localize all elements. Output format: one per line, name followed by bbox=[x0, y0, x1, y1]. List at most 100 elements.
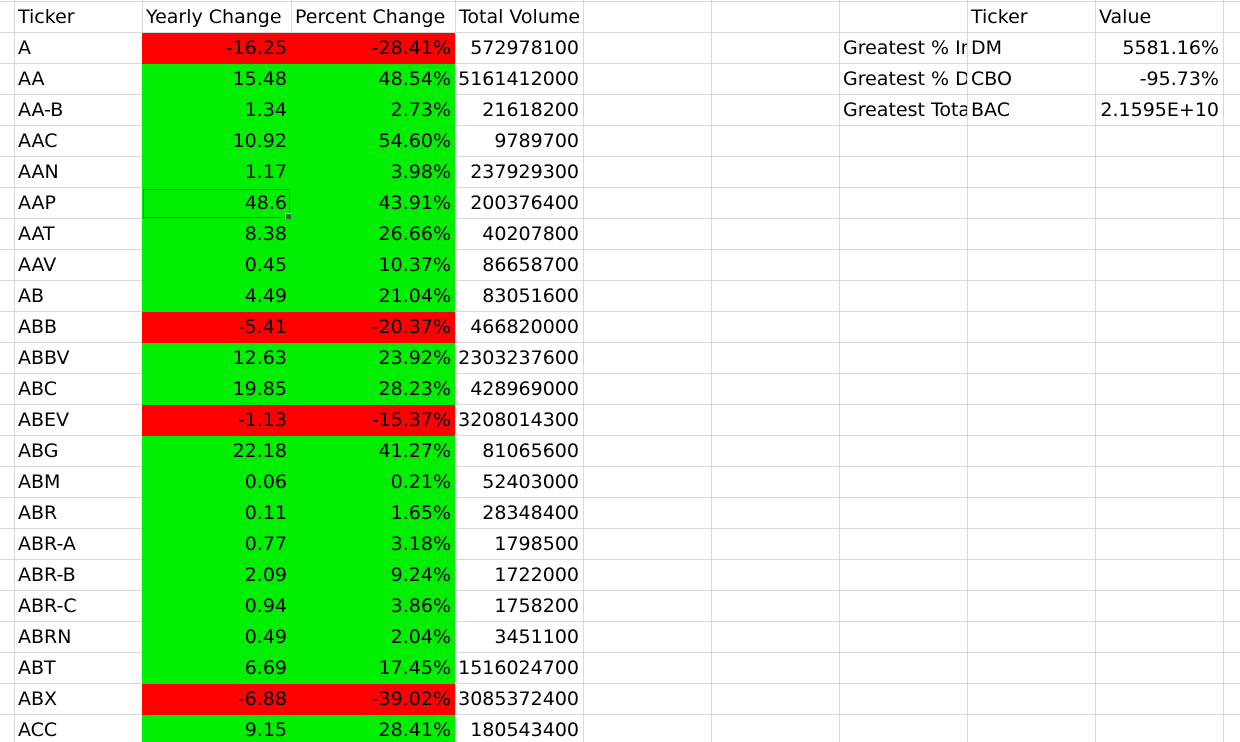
summary-value-cell[interactable]: 5581.16% bbox=[1122, 37, 1219, 59]
percent-change-cell[interactable]: 28.23% bbox=[291, 374, 455, 405]
summary-header-value[interactable]: Value bbox=[1099, 6, 1152, 28]
header-percent-change[interactable]: Percent Change bbox=[295, 6, 446, 28]
ticker-cell[interactable]: ABBV bbox=[18, 347, 70, 369]
percent-change-cell[interactable]: 2.73% bbox=[291, 95, 455, 126]
ticker-cell[interactable]: AAN bbox=[18, 161, 59, 183]
percent-change-cell[interactable]: 3.98% bbox=[291, 157, 455, 188]
total-volume-cell[interactable]: 237929300 bbox=[470, 161, 579, 183]
total-volume-cell[interactable]: 3085372400 bbox=[458, 688, 579, 710]
ticker-cell[interactable]: AB bbox=[18, 285, 45, 307]
summary-ticker-cell[interactable]: DM bbox=[971, 37, 1003, 59]
ticker-cell[interactable]: ABX bbox=[18, 688, 58, 710]
yearly-change-cell[interactable]: -5.41 bbox=[142, 312, 291, 343]
summary-ticker-cell[interactable]: BAC bbox=[971, 99, 1010, 121]
yearly-change-cell[interactable]: 0.49 bbox=[142, 622, 291, 653]
percent-change-cell[interactable]: 28.41% bbox=[291, 715, 455, 742]
total-volume-cell[interactable]: 3208014300 bbox=[458, 409, 579, 431]
summary-label-cell[interactable]: Greatest % Decrease bbox=[843, 68, 967, 90]
yearly-change-cell[interactable]: 48.6 bbox=[142, 188, 291, 219]
header-yearly-change[interactable]: Yearly Change bbox=[146, 6, 282, 28]
ticker-cell[interactable]: AA-B bbox=[18, 99, 64, 121]
percent-change-cell[interactable]: 9.24% bbox=[291, 560, 455, 591]
percent-change-cell[interactable]: 54.60% bbox=[291, 126, 455, 157]
ticker-cell[interactable]: A bbox=[18, 37, 31, 59]
percent-change-cell[interactable]: 43.91% bbox=[291, 188, 455, 219]
ticker-cell[interactable]: ABG bbox=[18, 440, 59, 462]
summary-label-cell[interactable]: Greatest Total Volume bbox=[843, 99, 967, 121]
percent-change-cell[interactable]: 41.27% bbox=[291, 436, 455, 467]
total-volume-cell[interactable]: 428969000 bbox=[470, 378, 579, 400]
percent-change-cell[interactable]: 10.37% bbox=[291, 250, 455, 281]
ticker-cell[interactable]: ABM bbox=[18, 471, 61, 493]
total-volume-cell[interactable]: 1758200 bbox=[494, 595, 579, 617]
total-volume-cell[interactable]: 52403000 bbox=[482, 471, 579, 493]
yearly-change-cell[interactable]: 1.34 bbox=[142, 95, 291, 126]
total-volume-cell[interactable]: 9789700 bbox=[494, 130, 579, 152]
yearly-change-cell[interactable]: 4.49 bbox=[142, 281, 291, 312]
total-volume-cell[interactable]: 180543400 bbox=[470, 719, 579, 741]
total-volume-cell[interactable]: 81065600 bbox=[482, 440, 579, 462]
percent-change-cell[interactable]: 0.21% bbox=[291, 467, 455, 498]
total-volume-cell[interactable]: 1722000 bbox=[494, 564, 579, 586]
yearly-change-cell[interactable]: 1.17 bbox=[142, 157, 291, 188]
yearly-change-cell[interactable]: 8.38 bbox=[142, 219, 291, 250]
percent-change-cell[interactable]: -39.02% bbox=[291, 684, 455, 715]
total-volume-cell[interactable]: 83051600 bbox=[482, 285, 579, 307]
ticker-cell[interactable]: ACC bbox=[18, 719, 58, 741]
ticker-cell[interactable]: ABRN bbox=[18, 626, 72, 648]
total-volume-cell[interactable]: 2303237600 bbox=[458, 347, 579, 369]
yearly-change-cell[interactable]: 0.11 bbox=[142, 498, 291, 529]
percent-change-cell[interactable]: 26.66% bbox=[291, 219, 455, 250]
ticker-cell[interactable]: AAP bbox=[18, 192, 56, 214]
percent-change-cell[interactable]: 48.54% bbox=[291, 64, 455, 95]
summary-ticker-cell[interactable]: CBO bbox=[971, 68, 1012, 90]
header-total-volume[interactable]: Total Volume bbox=[459, 6, 581, 28]
yearly-change-cell[interactable]: 9.15 bbox=[142, 715, 291, 742]
ticker-cell[interactable]: ABR-A bbox=[18, 533, 76, 555]
ticker-cell[interactable]: AAT bbox=[18, 223, 55, 245]
percent-change-cell[interactable]: 3.18% bbox=[291, 529, 455, 560]
percent-change-cell[interactable]: 1.65% bbox=[291, 498, 455, 529]
percent-change-cell[interactable]: 3.86% bbox=[291, 591, 455, 622]
yearly-change-cell[interactable]: 15.48 bbox=[142, 64, 291, 95]
ticker-cell[interactable]: AA bbox=[18, 68, 45, 90]
total-volume-cell[interactable]: 86658700 bbox=[482, 254, 579, 276]
yearly-change-cell[interactable]: 12.63 bbox=[142, 343, 291, 374]
yearly-change-cell[interactable]: 19.85 bbox=[142, 374, 291, 405]
summary-label-cell[interactable]: Greatest % Increase bbox=[843, 37, 967, 59]
yearly-change-cell[interactable]: -16.25 bbox=[142, 33, 291, 64]
yearly-change-cell[interactable]: 0.06 bbox=[142, 467, 291, 498]
percent-change-cell[interactable]: 2.04% bbox=[291, 622, 455, 653]
total-volume-cell[interactable]: 3451100 bbox=[494, 626, 579, 648]
yearly-change-cell[interactable]: 0.45 bbox=[142, 250, 291, 281]
percent-change-cell[interactable]: 23.92% bbox=[291, 343, 455, 374]
ticker-cell[interactable]: ABB bbox=[18, 316, 58, 338]
ticker-cell[interactable]: ABR-B bbox=[18, 564, 76, 586]
total-volume-cell[interactable]: 21618200 bbox=[482, 99, 579, 121]
yearly-change-cell[interactable]: 6.69 bbox=[142, 653, 291, 684]
total-volume-cell[interactable]: 1798500 bbox=[494, 533, 579, 555]
summary-value-cell[interactable]: 2.1595E+10 bbox=[1100, 99, 1219, 121]
yearly-change-cell[interactable]: 2.09 bbox=[142, 560, 291, 591]
ticker-cell[interactable]: AAV bbox=[18, 254, 57, 276]
yearly-change-cell[interactable]: -1.13 bbox=[142, 405, 291, 436]
header-ticker[interactable]: Ticker bbox=[18, 6, 75, 28]
total-volume-cell[interactable]: 200376400 bbox=[470, 192, 579, 214]
total-volume-cell[interactable]: 40207800 bbox=[482, 223, 579, 245]
total-volume-cell[interactable]: 1516024700 bbox=[458, 657, 579, 679]
percent-change-cell[interactable]: -20.37% bbox=[291, 312, 455, 343]
total-volume-cell[interactable]: 28348400 bbox=[482, 502, 579, 524]
yearly-change-cell[interactable]: -6.88 bbox=[142, 684, 291, 715]
ticker-cell[interactable]: ABEV bbox=[18, 409, 70, 431]
total-volume-cell[interactable]: 5161412000 bbox=[458, 68, 579, 90]
ticker-cell[interactable]: AAC bbox=[18, 130, 58, 152]
percent-change-cell[interactable]: 17.45% bbox=[291, 653, 455, 684]
summary-value-cell[interactable]: -95.73% bbox=[1139, 68, 1219, 90]
summary-header-ticker[interactable]: Ticker bbox=[971, 6, 1028, 28]
yearly-change-cell[interactable]: 0.77 bbox=[142, 529, 291, 560]
ticker-cell[interactable]: ABR bbox=[18, 502, 58, 524]
yearly-change-cell[interactable]: 22.18 bbox=[142, 436, 291, 467]
ticker-cell[interactable]: ABR-C bbox=[18, 595, 77, 617]
percent-change-cell[interactable]: -15.37% bbox=[291, 405, 455, 436]
